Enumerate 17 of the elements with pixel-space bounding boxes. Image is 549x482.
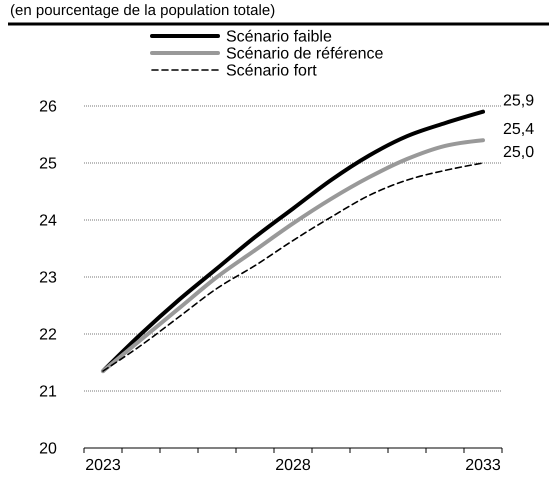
y-tick-label: 25 (39, 156, 57, 173)
y-tick-label: 20 (39, 440, 57, 458)
annotation: 25,0 (503, 144, 534, 161)
y-tick-label: 24 (39, 212, 57, 230)
y-tick-label: 22 (39, 326, 57, 344)
y-tick-label: 23 (39, 270, 57, 287)
chart-subtitle: (en pourcentage de la population totale) (10, 2, 276, 19)
legend-label: Scénario de référence (226, 46, 384, 63)
x-tick-label: 2023 (85, 457, 121, 474)
legend-label: Scénario fort (226, 62, 318, 80)
x-tick-label: 2033 (465, 457, 501, 474)
x-tick-label: 2028 (275, 457, 311, 474)
annotation: 25,9 (503, 92, 534, 110)
annotation: 25,4 (503, 121, 534, 138)
legend-label: Scénario faible (226, 28, 332, 46)
y-tick-label: 21 (39, 384, 57, 401)
y-tick-label: 26 (39, 98, 57, 116)
